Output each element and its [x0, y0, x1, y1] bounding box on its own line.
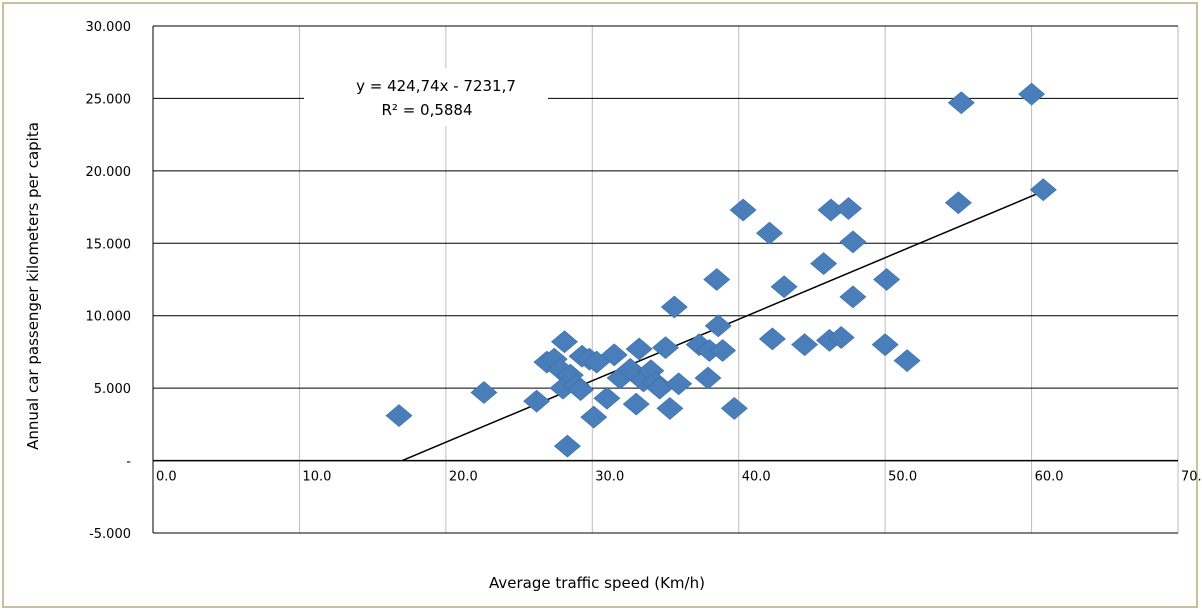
data-point — [835, 197, 863, 220]
data-point — [694, 366, 722, 390]
trendline-r-squared: R² = 0,5884 — [381, 101, 472, 119]
data-point — [1029, 178, 1057, 202]
data-point — [791, 333, 819, 357]
data-point — [893, 349, 921, 373]
data-point — [709, 339, 737, 362]
data-point — [550, 330, 578, 354]
data-point — [1018, 82, 1046, 106]
data-point — [470, 381, 498, 404]
data-point — [770, 275, 798, 299]
data-point — [567, 378, 595, 401]
equation-box: y = 424,74x - 7231,7 R² = 0,5884 — [304, 68, 548, 126]
y-axis-title: Annual car passenger kilometers per capi… — [24, 122, 42, 450]
data-point — [873, 268, 901, 291]
tick-labels: 0.010.020.030.040.050.060.070.0-5.000-5.… — [86, 20, 1202, 542]
y-tick-label: 5.000 — [94, 382, 131, 397]
data-point — [622, 392, 650, 416]
trendline-equation: y = 424,74x - 7231,7 — [356, 77, 516, 95]
y-tick-label: 15.000 — [86, 237, 132, 252]
equation-background — [304, 68, 548, 126]
data-point — [616, 357, 644, 381]
data-point — [839, 285, 867, 309]
x-tick-label: 50.0 — [888, 470, 917, 485]
data-point — [665, 372, 693, 396]
x-tick-label: 30.0 — [595, 470, 624, 485]
data-point — [656, 397, 684, 420]
y-tick-label: 30.000 — [86, 20, 132, 35]
data-point — [553, 434, 581, 458]
data-point — [652, 336, 679, 359]
data-point — [720, 397, 748, 420]
y-tick-label: 25.000 — [86, 92, 132, 107]
x-tick-label: 20.0 — [449, 470, 478, 485]
data-point — [703, 268, 731, 291]
x-tick-label: 40.0 — [742, 470, 771, 485]
axes — [152, 26, 1178, 533]
data-point — [755, 221, 783, 245]
data-point — [839, 230, 867, 254]
data-point — [600, 343, 628, 367]
data-point — [729, 198, 757, 222]
y-tick-label: 20.000 — [86, 165, 132, 180]
data-point — [944, 191, 972, 215]
data-points — [385, 82, 1057, 458]
data-point — [385, 404, 413, 428]
data-point — [704, 314, 732, 338]
x-tick-label: 10.0 — [302, 470, 331, 485]
y-tick-label: -5.000 — [89, 527, 131, 542]
data-point — [625, 337, 653, 361]
data-point — [758, 327, 786, 351]
data-point — [593, 386, 621, 410]
data-point — [810, 252, 838, 275]
y-tick-label: - — [126, 455, 131, 470]
y-tick-label: 10.000 — [86, 310, 132, 325]
data-point — [660, 295, 688, 319]
x-axis-title: Average traffic speed (Km/h) — [489, 574, 705, 592]
data-point — [523, 389, 551, 413]
x-tick-label: 60.0 — [1035, 470, 1064, 485]
data-point — [580, 405, 608, 429]
x-tick-label: 0.0 — [156, 470, 177, 485]
data-point — [871, 333, 899, 357]
data-point — [947, 91, 975, 115]
x-tick-label: 70.0 — [1181, 470, 1202, 485]
data-point — [827, 326, 855, 349]
